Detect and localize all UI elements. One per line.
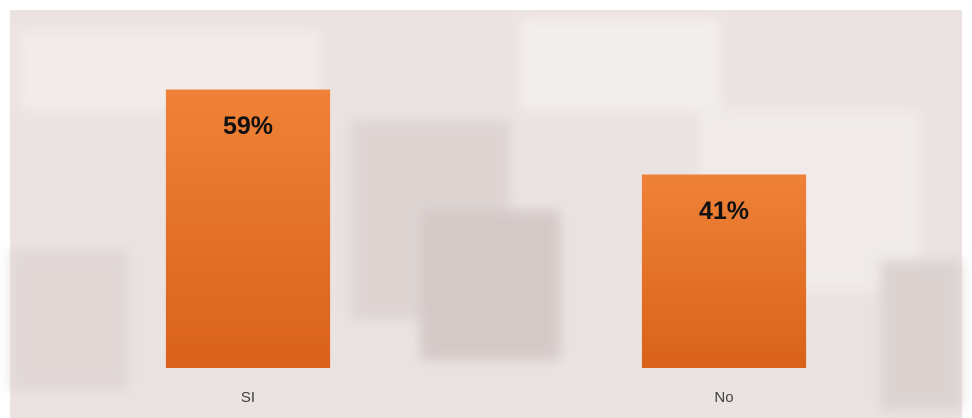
data-label: 59% <box>223 112 273 140</box>
bar <box>641 174 807 368</box>
bar <box>165 89 331 369</box>
background-photo <box>10 10 962 418</box>
x-tick-label: No <box>714 389 733 406</box>
x-tick-label: SI <box>241 389 255 406</box>
data-label: 41% <box>699 197 749 225</box>
